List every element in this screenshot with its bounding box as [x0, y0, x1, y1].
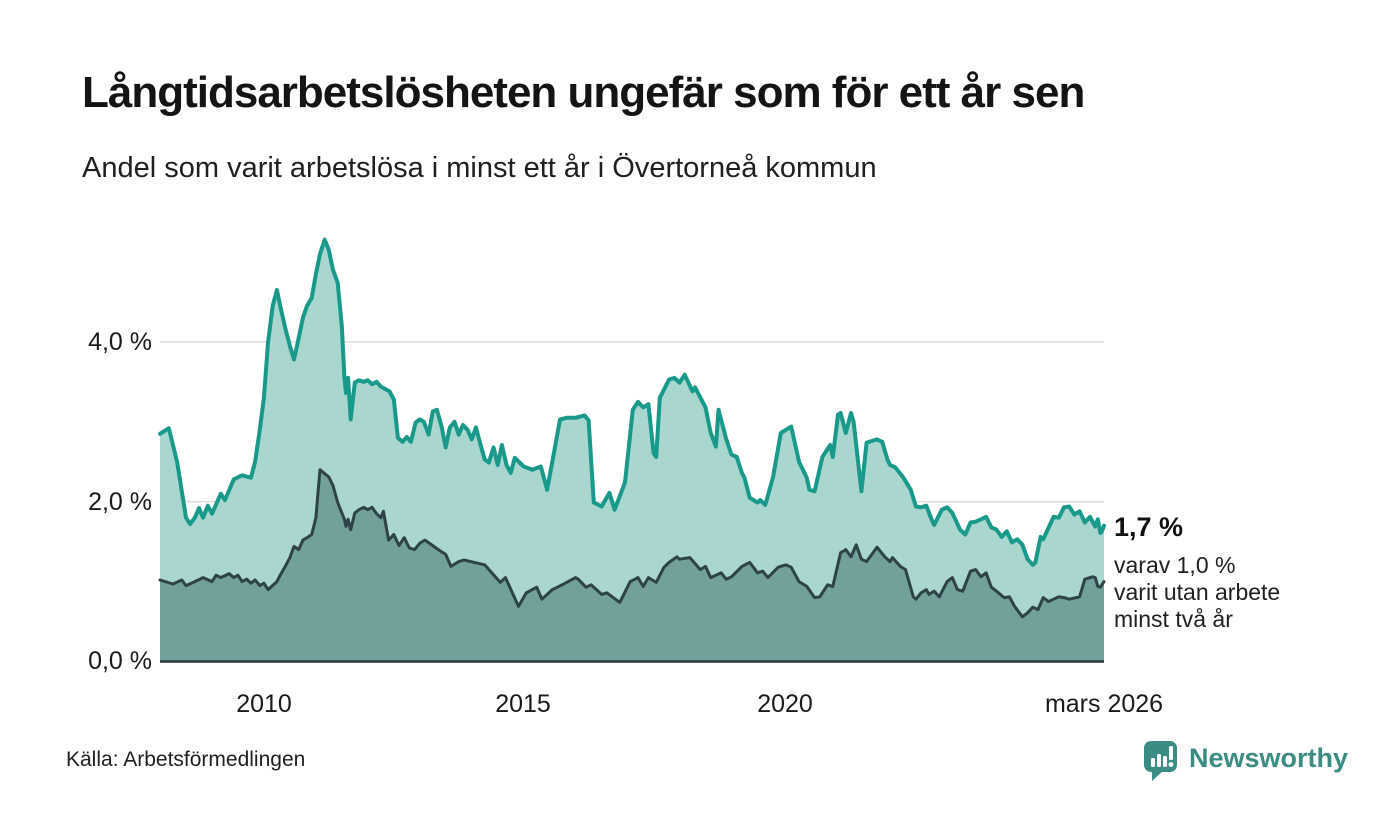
line-series-2	[158, 468, 1106, 619]
annotation-line-1: varav 1,0 %	[1114, 552, 1236, 578]
y-tick-4: 4,0 %	[88, 328, 152, 356]
x-tick-2015: 2015	[495, 690, 551, 718]
x-tick-2020: 2020	[757, 690, 813, 718]
newsworthy-logo-icon	[1144, 741, 1177, 781]
annotation-line-2: varit utan arbete	[1114, 579, 1281, 605]
source-note: Källa: Arbetsförmedlingen	[66, 748, 306, 771]
x-tick-mars-2026: mars 2026	[1044, 690, 1164, 718]
y-tick-2: 2,0 %	[88, 488, 152, 516]
y-tick-0: 0,0 %	[88, 647, 152, 675]
x-tick-2010: 2010	[236, 690, 292, 718]
brand-name: Newsworthy	[1189, 743, 1349, 773]
annotation-line-3: minst två år	[1114, 606, 1233, 632]
area-series-2	[160, 469, 1104, 662]
page-subtitle: Andel som varit arbetslösa i minst ett å…	[82, 152, 877, 184]
page-title: Långtidsarbetslösheten ungefär som för e…	[82, 68, 1085, 117]
line-series-1	[158, 237, 1106, 567]
latest-value-label: 1,7 %	[1114, 512, 1184, 542]
newsworthy-logo: Newsworthy	[1143, 740, 1348, 782]
latest-value-annotation: 1,7 % varav 1,0 % varit utan arbete mins…	[1114, 512, 1374, 633]
